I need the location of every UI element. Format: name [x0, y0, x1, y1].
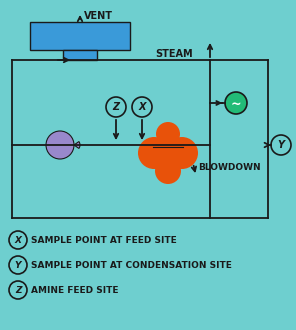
Text: AMINE FEED SITE: AMINE FEED SITE: [31, 286, 118, 295]
Text: SAMPLE POINT AT FEED SITE: SAMPLE POINT AT FEED SITE: [31, 236, 177, 245]
Text: X: X: [15, 236, 22, 245]
Circle shape: [9, 256, 27, 274]
Circle shape: [271, 135, 291, 155]
Circle shape: [156, 122, 180, 146]
Text: BLOWDOWN: BLOWDOWN: [198, 163, 260, 173]
Circle shape: [46, 131, 74, 159]
Text: X: X: [138, 103, 146, 113]
Bar: [30, 22, 130, 50]
Wedge shape: [74, 142, 80, 148]
Text: Z: Z: [112, 103, 120, 113]
Circle shape: [9, 231, 27, 249]
Circle shape: [106, 97, 126, 117]
Text: VENT: VENT: [84, 11, 113, 21]
Circle shape: [166, 137, 198, 169]
Text: Y: Y: [15, 261, 21, 270]
Circle shape: [9, 281, 27, 299]
Text: ~: ~: [231, 97, 241, 111]
Bar: [63, 50, 97, 60]
Circle shape: [155, 158, 181, 184]
Circle shape: [156, 141, 180, 165]
Text: Z: Z: [15, 286, 21, 295]
Text: Y: Y: [277, 141, 284, 150]
Text: STEAM: STEAM: [155, 49, 193, 59]
Circle shape: [132, 97, 152, 117]
Text: SAMPLE POINT AT CONDENSATION SITE: SAMPLE POINT AT CONDENSATION SITE: [31, 261, 232, 270]
Circle shape: [225, 92, 247, 114]
Circle shape: [138, 137, 170, 169]
